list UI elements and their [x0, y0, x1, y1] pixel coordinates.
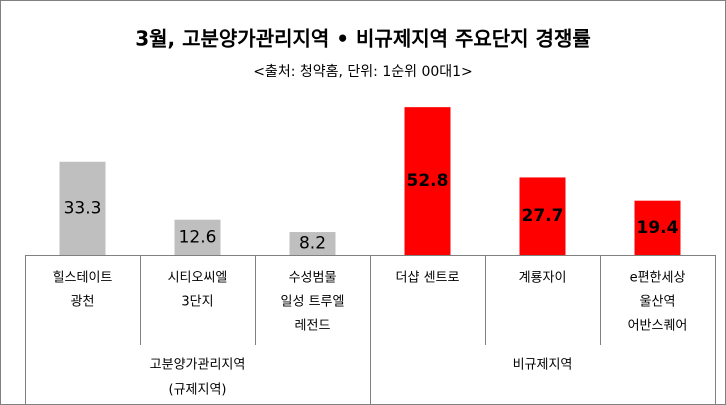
- group-label: 고분양가관리지역: [150, 358, 246, 373]
- x-tick-label: 힐스테이트: [53, 271, 113, 286]
- x-tick-label: 수성범물: [289, 271, 337, 286]
- x-tick-label: 3단지: [181, 295, 213, 310]
- bar: [289, 232, 336, 255]
- group-label: 비규제지역: [513, 358, 573, 373]
- x-tick-label: 일성 트루엘: [281, 295, 345, 310]
- x-tick-label: 광천: [71, 295, 95, 310]
- x-tick-label: 시티오씨엘: [168, 271, 228, 286]
- value-label: 52.8: [407, 171, 449, 191]
- bar: [634, 200, 681, 255]
- value-label: 12.6: [179, 227, 217, 247]
- value-label: 27.7: [522, 206, 564, 226]
- value-label: 19.4: [637, 218, 679, 238]
- x-tick-label: 울산역: [640, 295, 676, 310]
- chart-title: 3월, 고분양가관리지역 • 비규제지역 주요단지 경쟁률: [135, 27, 591, 51]
- x-tick-label: 계룡자이: [519, 271, 567, 286]
- chart-subtitle: <출처: 청약홈, 단위: 1순위 00대1>: [253, 64, 473, 80]
- value-label: 33.3: [64, 198, 102, 218]
- bar: [404, 107, 451, 255]
- x-tick-label: 레전드: [295, 319, 331, 334]
- x-tick-label: 어반스퀘어: [628, 319, 688, 334]
- x-tick-label: e편한세상: [630, 271, 686, 286]
- bar: [174, 219, 221, 255]
- x-tick-label: 더샵 센트로: [396, 271, 460, 286]
- group-label: (규제지역): [169, 383, 227, 398]
- value-label: 8.2: [299, 234, 326, 254]
- bar: [519, 177, 566, 255]
- bar: [59, 161, 106, 255]
